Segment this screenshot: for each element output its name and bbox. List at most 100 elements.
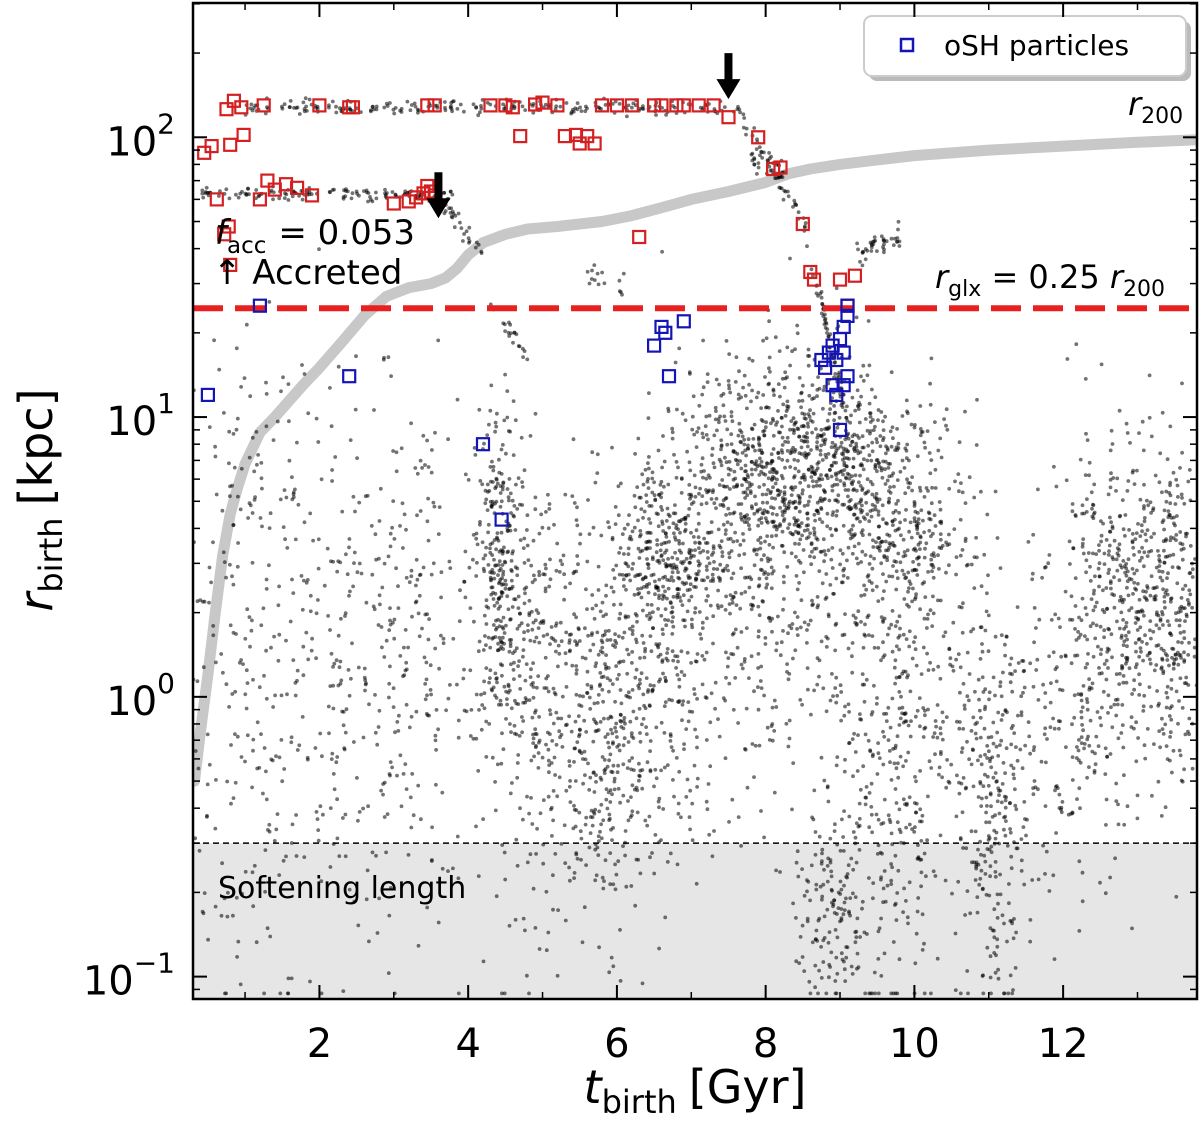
star-particle	[236, 939, 241, 944]
star-particle	[988, 874, 992, 879]
star-particle	[843, 757, 847, 762]
star-particle	[389, 374, 393, 378]
star-particle	[394, 469, 399, 474]
star-particle	[597, 839, 601, 843]
star-particle	[1151, 586, 1156, 590]
star-particle	[828, 583, 833, 587]
star-particle	[764, 405, 768, 410]
star-particle	[1082, 746, 1086, 751]
star-particle	[978, 754, 983, 759]
star-particle	[1173, 652, 1178, 657]
star-particle	[1091, 608, 1096, 613]
star-particle	[1013, 966, 1018, 970]
star-particle	[757, 473, 762, 477]
star-particle	[794, 554, 798, 559]
star-particle	[249, 628, 254, 633]
star-particle	[750, 472, 754, 477]
star-particle	[989, 804, 993, 809]
star-particle	[895, 619, 900, 624]
star-particle	[975, 910, 980, 915]
star-particle	[555, 973, 560, 978]
star-particle	[1001, 761, 1006, 765]
star-particle	[1078, 806, 1082, 811]
star-particle	[659, 553, 664, 557]
star-particle	[382, 561, 387, 566]
star-particle	[825, 476, 830, 481]
star-particle	[522, 601, 527, 606]
star-particle	[536, 751, 541, 755]
star-particle	[663, 915, 668, 920]
star-particle	[287, 419, 291, 424]
star-particle	[584, 730, 589, 734]
star-particle	[623, 840, 627, 845]
star-particle	[257, 765, 262, 770]
star-particle	[895, 478, 900, 482]
star-particle	[1108, 477, 1113, 482]
star-particle	[939, 521, 944, 526]
star-particle	[891, 543, 896, 548]
star-particle	[229, 743, 233, 747]
star-particle	[446, 437, 450, 442]
star-particle	[726, 537, 731, 541]
star-particle	[676, 811, 681, 816]
star-particle	[297, 743, 302, 748]
star-particle	[714, 409, 718, 413]
star-particle	[654, 725, 659, 730]
star-particle	[379, 788, 383, 793]
star-particle	[864, 587, 869, 592]
star-particle	[224, 682, 229, 687]
star-particle	[251, 904, 256, 909]
star-particle	[846, 488, 851, 492]
star-particle	[983, 872, 988, 876]
star-particle	[723, 756, 728, 761]
star-particle	[1124, 680, 1129, 685]
star-particle	[1083, 634, 1087, 638]
star-particle	[885, 883, 890, 888]
star-particle	[851, 456, 856, 461]
star-particle	[549, 625, 554, 629]
star-particle	[336, 683, 341, 688]
star-particle	[553, 692, 558, 697]
star-particle	[752, 775, 756, 779]
star-particle	[523, 928, 527, 933]
star-particle	[1192, 654, 1197, 659]
softening-length-label: Softening length	[218, 871, 466, 906]
star-particle	[392, 617, 397, 622]
star-particle	[1124, 566, 1129, 571]
star-particle	[554, 621, 559, 626]
star-particle	[710, 572, 715, 577]
star-particle	[612, 602, 616, 607]
star-particle	[369, 524, 374, 528]
star-particle	[716, 588, 720, 593]
star-particle	[417, 573, 422, 577]
star-particle	[690, 801, 695, 806]
star-particle	[1172, 521, 1176, 526]
star-particle	[302, 520, 307, 525]
star-particle	[1187, 601, 1191, 605]
star-particle	[1073, 627, 1077, 631]
star-particle	[1135, 628, 1140, 632]
star-particle	[286, 976, 291, 981]
star-particle	[853, 620, 858, 625]
star-particle	[527, 698, 532, 702]
star-particle	[532, 573, 536, 578]
star-particle	[904, 825, 908, 830]
star-particle	[1078, 457, 1083, 462]
star-particle	[1125, 489, 1130, 493]
star-particle	[563, 492, 568, 497]
star-particle	[205, 813, 209, 818]
star-particle	[705, 550, 710, 554]
star-particle	[685, 449, 689, 454]
star-particle	[688, 827, 692, 832]
star-particle	[663, 550, 667, 555]
star-particle	[644, 500, 649, 504]
star-particle	[1160, 578, 1165, 583]
star-particle	[374, 853, 378, 858]
star-particle	[976, 758, 980, 763]
star-particle	[1110, 555, 1115, 560]
star-particle	[552, 522, 556, 527]
star-particle	[472, 619, 476, 624]
star-particle	[646, 416, 651, 420]
star-particle	[1125, 579, 1130, 584]
star-particle	[1046, 561, 1051, 566]
